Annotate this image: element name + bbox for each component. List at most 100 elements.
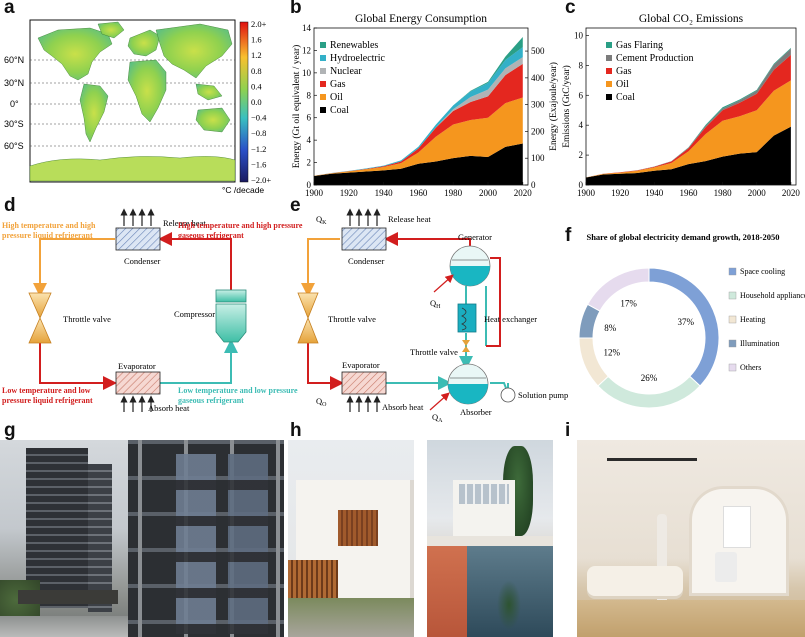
- photo-h-pool: [427, 440, 553, 637]
- panel-e-diagram: QK Release heat Condenser Generator QH H…: [297, 208, 568, 423]
- x-tick-label: 2000: [479, 188, 498, 198]
- legend-entry: Oil: [330, 92, 343, 103]
- y-tick-label: 12: [302, 45, 311, 55]
- legend-entry: Oil: [616, 79, 629, 90]
- colorbar-tick: −0.8: [251, 128, 266, 138]
- colorbar-tick: 0.4: [251, 81, 262, 91]
- y-tick-label: 2: [579, 150, 584, 160]
- x-tick-label: 2020: [782, 188, 801, 198]
- qa-label: QA: [432, 412, 443, 423]
- legend-swatch: [728, 363, 737, 372]
- colorbar-tick: −1.2: [251, 144, 266, 154]
- legend-entry: Space cooling: [740, 267, 785, 276]
- colorbar: [239, 21, 249, 183]
- photo-g-tower: [0, 440, 128, 637]
- legend-swatch: [728, 267, 737, 276]
- y-tick-label: 0: [579, 180, 584, 190]
- condenser-label: Condenser: [124, 256, 161, 266]
- lat-label-0: 0°: [10, 99, 19, 109]
- y-tick-label: 4: [579, 120, 584, 130]
- compressor-label: Compressor: [174, 309, 215, 319]
- legend-entry: Coal: [616, 92, 635, 103]
- panel-label-b: b: [290, 0, 302, 18]
- y2-tick-label: 300: [531, 100, 545, 110]
- colorbar-tick: 0.0: [251, 97, 262, 107]
- legend-swatch: [728, 291, 737, 300]
- y-axis-label: Energy (Gt oil equivalent / year): [291, 45, 302, 169]
- legend-entry: Coal: [330, 105, 349, 116]
- condenser-label-e: Condenser: [348, 256, 385, 266]
- photo-h-house: [288, 440, 414, 637]
- north-america: [37, 27, 113, 81]
- lat-label-30n: 30°N: [4, 78, 24, 88]
- x-tick-label: 1900: [305, 188, 324, 198]
- legend-swatch: [320, 94, 326, 100]
- solution-pump-label: Solution pump: [518, 390, 568, 400]
- legend-swatch: [320, 68, 326, 74]
- plot-frame: [313, 27, 529, 186]
- x-tick-label: 1980: [714, 188, 733, 198]
- donut-slice-label: 8%: [604, 323, 617, 333]
- legend-swatch: [320, 42, 326, 48]
- x-tick-label: 1940: [375, 188, 394, 198]
- donut-slice: [586, 267, 650, 312]
- x-tick-label: 1940: [645, 188, 664, 198]
- legend-swatch: [606, 42, 612, 48]
- solution-pump: [500, 387, 516, 403]
- colorbar-tick: −1.6: [251, 159, 266, 169]
- y-tick-label: 8: [307, 90, 312, 100]
- throttle-valve-e: [297, 292, 319, 320]
- legend-entry: Heating: [740, 315, 765, 324]
- y2-tick-label: 200: [531, 126, 545, 136]
- legend-swatch: [320, 55, 326, 61]
- release-heat-label-e: Release heat: [388, 214, 431, 224]
- donut-slice: [578, 337, 609, 387]
- colorbar-tick: −2.0+: [251, 175, 271, 185]
- y-tick-label: 2: [307, 158, 312, 168]
- y2-tick-label: 100: [531, 153, 545, 163]
- asia: [155, 23, 233, 79]
- legend-entry: Household appliance: [740, 291, 805, 300]
- chart-title: Global Energy Consumption: [355, 13, 487, 25]
- x-tick-label: 1960: [409, 188, 428, 198]
- australia: [195, 107, 231, 133]
- panel-label-d: d: [4, 195, 16, 216]
- panel-a-map: 60°N 30°N 0° 30°S 60°S 2.0+ 1.6 1.2 0.8 0.4 0…: [4, 19, 271, 195]
- panel-label-f: f: [565, 225, 572, 246]
- europe: [127, 29, 161, 57]
- y-tick-label: 14: [302, 23, 312, 33]
- legend-swatch: [606, 68, 612, 74]
- area-oil: [586, 80, 791, 178]
- throttle-valve-label: Throttle valve: [63, 314, 111, 324]
- evaporator-e: [341, 371, 387, 395]
- label-low-gas: Low temperature and low pressure gaseous…: [178, 386, 298, 405]
- legend-entry: Gas: [330, 79, 346, 90]
- legend-entry: Others: [740, 363, 761, 372]
- south-america: [79, 83, 109, 143]
- panel-label-i: i: [565, 420, 571, 441]
- legend-swatch: [606, 94, 612, 100]
- legend-swatch: [606, 55, 612, 61]
- colorbar-tick: 2.0+: [251, 19, 267, 29]
- absorb-heat-label: Absorb heat: [148, 403, 190, 413]
- y2-tick-label: 400: [531, 73, 545, 83]
- x-tick-label: 2000: [748, 188, 767, 198]
- heat-exchanger-label: Heat exchanger: [484, 314, 537, 324]
- generator-label: Generator: [458, 232, 492, 242]
- colorbar-tick: 1.2: [251, 50, 262, 60]
- colorbar-tick: 0.8: [251, 66, 262, 76]
- qh-label: QH: [430, 298, 441, 310]
- legend-swatch: [320, 81, 326, 87]
- legend-entry: Nuclear: [330, 66, 362, 77]
- absorber-label: Absorber: [460, 407, 492, 417]
- panel-c-chart: 1900 1920 1940 1960 1980 2000 2020 Global CO₂ E…: [561, 13, 801, 198]
- legend-entry: Hydroelectric: [330, 53, 386, 64]
- y2-axis-label: Energy (Exajoule/year): [548, 62, 559, 151]
- lat-label-60s: 60°S: [4, 141, 24, 151]
- africa: [127, 59, 167, 123]
- legend-entry: Gas: [616, 66, 632, 77]
- panel-label-g: g: [4, 420, 16, 441]
- chart-title: Global CO₂ Emissions: [639, 13, 744, 25]
- x-tick-label: 2020: [514, 188, 533, 198]
